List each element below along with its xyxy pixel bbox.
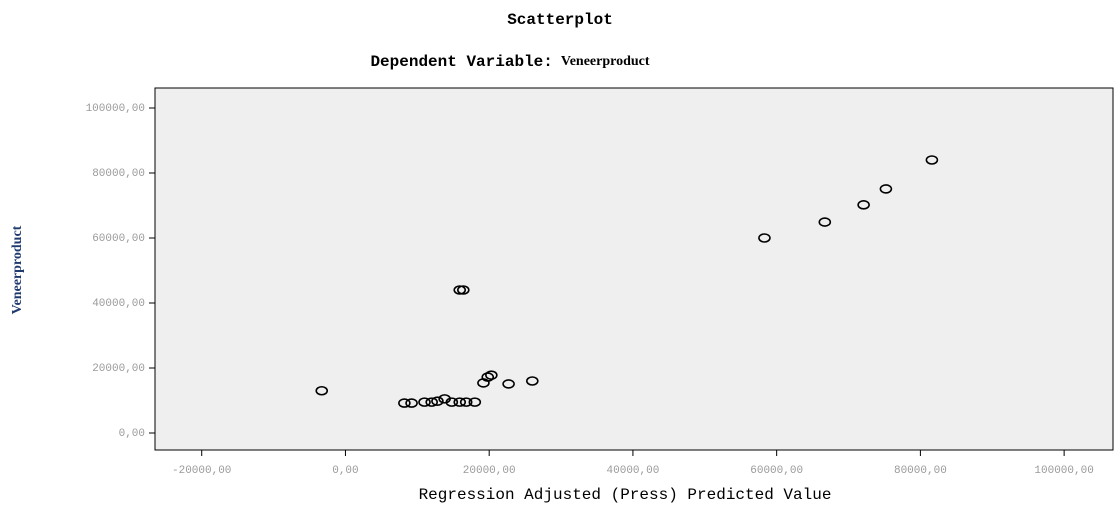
point [526, 376, 539, 386]
x-tick-label: 80000,00 [894, 465, 947, 477]
point [445, 397, 459, 407]
x-tick-label: 40000,00 [607, 465, 660, 477]
point [502, 379, 515, 389]
point [468, 397, 482, 407]
x-tick-label: 0,00 [332, 465, 358, 477]
point [418, 397, 431, 407]
point [315, 385, 329, 396]
point [453, 285, 467, 295]
point [485, 370, 498, 380]
y-tick-label: 80000,00 [92, 168, 145, 180]
dependent-variable: Veneerproduct [561, 54, 650, 69]
point [857, 200, 870, 210]
y-tick-label: 20000,00 [92, 363, 145, 375]
point [457, 285, 470, 295]
y-tick-label: 100000,00 [86, 103, 145, 115]
point [758, 233, 771, 243]
point [459, 397, 473, 407]
x-tick-label: 20000,00 [463, 465, 516, 477]
chart-title: Scatterplot [507, 11, 613, 29]
point [431, 396, 444, 406]
x-tick-label: 100000,00 [1034, 465, 1093, 477]
point [425, 397, 438, 407]
point [925, 155, 939, 165]
point [398, 398, 411, 408]
point [481, 372, 495, 382]
point [818, 217, 832, 227]
y-axis-label: Veneerproduct [10, 225, 25, 314]
subtitle: Dependent Variable: [370, 53, 552, 71]
x-tick-label: 60000,00 [750, 465, 803, 477]
x-axis-label: Regression Adjusted (Press) Predicted Va… [419, 486, 832, 504]
plot-area [154, 87, 1114, 451]
point [879, 184, 893, 194]
y-tick-label: 60000,00 [92, 233, 145, 245]
x-tick-label: -20000,00 [172, 465, 231, 477]
y-tick-label: 40000,00 [92, 298, 145, 310]
point [405, 398, 418, 408]
y-tick-label: 0,00 [119, 428, 145, 440]
chart-subtitle: Dependent Variable: Veneerproduct [370, 53, 649, 71]
point [453, 397, 467, 407]
